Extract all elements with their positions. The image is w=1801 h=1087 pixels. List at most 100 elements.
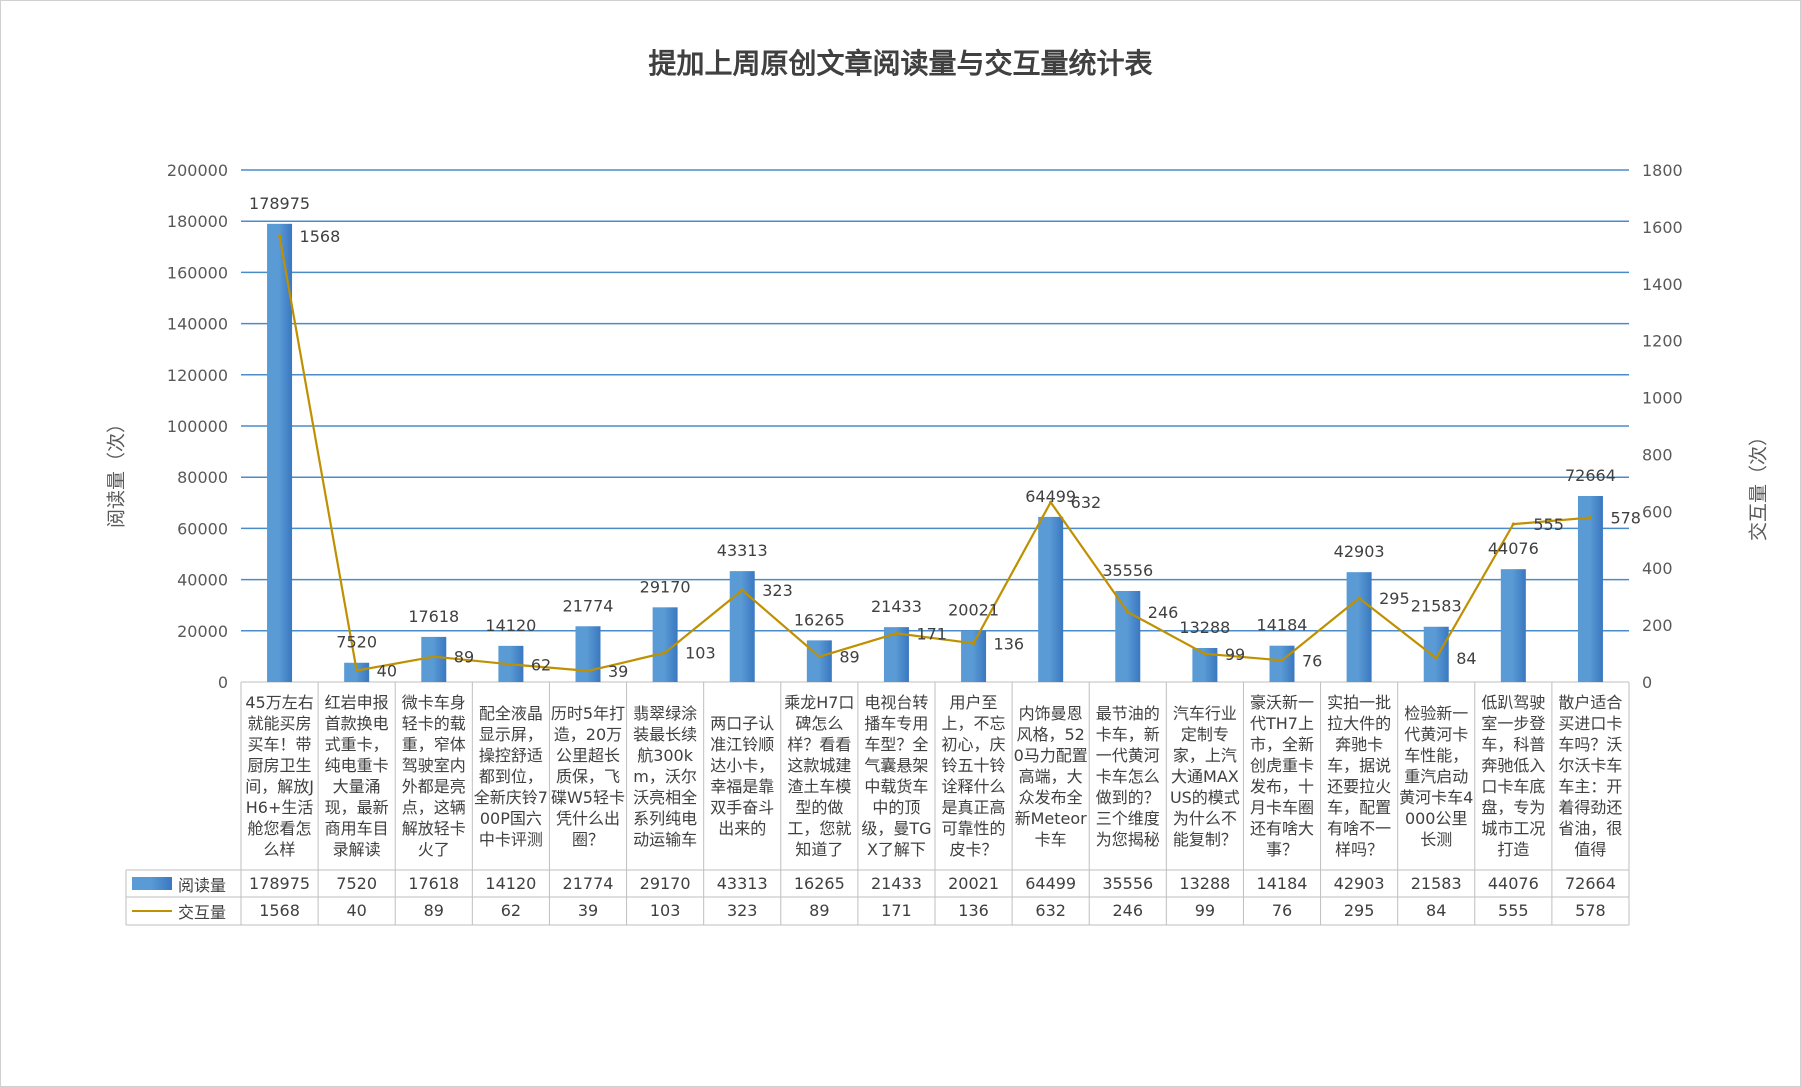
line-point-16 bbox=[1434, 656, 1438, 660]
category-label: 实拍一批拉大件的奔驰卡车，据说还要拉火车，配置有啥不一样吗？ bbox=[1327, 693, 1392, 859]
bar-label-13: 13288 bbox=[1179, 618, 1230, 637]
table-interactions-cell: 39 bbox=[577, 901, 599, 920]
bar-8 bbox=[806, 640, 832, 682]
table-interactions-cell: 76 bbox=[1271, 901, 1293, 920]
line-point-11 bbox=[1049, 500, 1053, 504]
category-cell: 微卡车身轻卡的载重，窄体驾驶室内外都是亮点，这辆解放轻卡火了 bbox=[395, 683, 472, 869]
category-cell: 低趴驾驶室一步登车，科普奔驰低入口卡车底盘，专为城市工况打造 bbox=[1475, 683, 1552, 869]
category-cell: 用户至上，不忘初心，庆铃五十铃诠释什么是真正高可靠性的皮卡？ bbox=[935, 683, 1012, 869]
table-interactions-cell: 246 bbox=[1112, 901, 1144, 920]
left-tick-label: 60000 bbox=[177, 519, 228, 538]
line-point-4 bbox=[509, 662, 513, 666]
line-point-12 bbox=[1126, 610, 1130, 614]
left-tick-label: 0 bbox=[218, 673, 228, 692]
table-reads-cell: 178975 bbox=[249, 874, 311, 893]
category-label: 低趴驾驶室一步登车，科普奔驰低入口卡车底盘，专为城市工况打造 bbox=[1481, 693, 1546, 859]
category-cell: 电视台转播车专用车型？全气囊悬架中载货车中的顶级，曼TGX了解下 bbox=[858, 683, 935, 869]
category-cell: 检验新一代黄河卡车性能，重汽启动黄河卡车4000公里长测 bbox=[1398, 683, 1475, 869]
bar-label-5: 21774 bbox=[563, 596, 614, 615]
table-reads-cell: 16265 bbox=[793, 874, 845, 893]
right-tick-label: 1000 bbox=[1642, 389, 1683, 408]
line-label-18: 578 bbox=[1610, 509, 1641, 528]
category-cell: 实拍一批拉大件的奔驰卡车，据说还要拉火车，配置有啥不一样吗？ bbox=[1321, 683, 1398, 869]
bar-5 bbox=[575, 626, 601, 682]
right-tick-label: 1200 bbox=[1642, 332, 1683, 351]
table-reads-cell: 42903 bbox=[1333, 874, 1385, 893]
right-tick-label: 0 bbox=[1642, 673, 1652, 692]
line-label-5: 39 bbox=[608, 662, 628, 681]
category-cell: 历时5年打造，20万公里超长质保，飞碟W5轻卡凭什么出圈？ bbox=[549, 683, 626, 869]
table-interactions-cell: 1568 bbox=[259, 901, 300, 920]
line-label-9: 171 bbox=[916, 624, 947, 643]
line-label-15: 295 bbox=[1379, 589, 1410, 608]
gridlines bbox=[241, 169, 1629, 632]
bar-11 bbox=[1038, 516, 1064, 682]
table-interactions-cell: 40 bbox=[346, 901, 367, 920]
category-label: 微卡车身轻卡的载重，窄体驾驶室内外都是亮点，这辆解放轻卡火了 bbox=[401, 693, 466, 859]
left-tick-label: 180000 bbox=[167, 212, 228, 231]
table-reads-cell: 35556 bbox=[1102, 874, 1154, 893]
bar-label-9: 21433 bbox=[871, 597, 922, 616]
table-reads-cell: 21774 bbox=[562, 874, 614, 893]
bar-label-11: 64499 bbox=[1025, 487, 1076, 506]
interactions-line-series bbox=[277, 234, 1593, 673]
data-table-grid bbox=[125, 681, 1630, 926]
line-point-8 bbox=[817, 655, 821, 659]
table-interactions-cell: 136 bbox=[958, 901, 989, 920]
category-label: 检验新一代黄河卡车性能，重汽启动黄河卡车4000公里长测 bbox=[1399, 703, 1474, 849]
line-label-12: 246 bbox=[1148, 603, 1179, 622]
bar-12 bbox=[1115, 590, 1141, 682]
bar-3 bbox=[421, 636, 447, 682]
bar-label-2: 7520 bbox=[336, 633, 377, 652]
table-interactions-cell: 84 bbox=[1426, 901, 1447, 920]
category-cell: 45万左右就能买房买车！带厨房卫生间，解放JH6+生活舱您看怎么样 bbox=[241, 683, 318, 869]
category-cell: 最节油的卡车，新一代黄河卡车怎么做到的？三个维度为您揭秘 bbox=[1089, 683, 1166, 869]
bar-10 bbox=[961, 630, 987, 682]
table-interactions-cell: 295 bbox=[1343, 901, 1375, 920]
line-point-15 bbox=[1357, 596, 1361, 600]
line-point-1 bbox=[277, 234, 282, 238]
table-interactions-cell: 632 bbox=[1035, 901, 1066, 920]
right-tick-label: 1600 bbox=[1642, 218, 1683, 237]
category-cell: 汽车行业定制专家，上汽大通MAXUS的模式为什么不能复制？ bbox=[1166, 683, 1243, 869]
legend-key-reads bbox=[132, 877, 172, 890]
table-reads-cell: 44076 bbox=[1487, 874, 1539, 893]
left-tick-label: 20000 bbox=[177, 622, 228, 641]
category-cell: 配全液晶显示屏，操控舒适都到位，全新庆铃700P国六中卡评测 bbox=[472, 683, 549, 869]
line-point-13 bbox=[1203, 652, 1207, 656]
category-cell: 两口子认准江铃顺达小卡，幸福是靠双手奋斗出来的 bbox=[704, 683, 781, 869]
reads-bars bbox=[267, 223, 1603, 682]
table-reads-cell: 72664 bbox=[1564, 874, 1616, 893]
line-point-14 bbox=[1280, 658, 1284, 662]
table-reads-cell: 14120 bbox=[485, 874, 537, 893]
category-cell: 翡翠绿涂装最长续航300km，沃尔沃亮相全系列纯电动运输车 bbox=[627, 683, 704, 869]
bar-17 bbox=[1500, 569, 1526, 682]
bar-1 bbox=[267, 223, 293, 682]
category-label: 电视台转播车专用车型？全气囊悬架中载货车中的顶级，曼TGX了解下 bbox=[861, 693, 932, 859]
legend-interactions: 交互量 bbox=[126, 897, 241, 924]
table-reads-cell: 14184 bbox=[1256, 874, 1308, 893]
left-tick-label: 80000 bbox=[177, 468, 228, 487]
bar-label-16: 21583 bbox=[1411, 597, 1462, 616]
category-cell: 红岩申报首款换电式重卡，纯电重卡大量涌现，最新商用车目录解读 bbox=[318, 683, 395, 869]
bar-2 bbox=[344, 662, 370, 682]
bar-7 bbox=[729, 571, 755, 682]
table-interactions-cell: 89 bbox=[423, 901, 444, 920]
bar-18 bbox=[1577, 495, 1603, 682]
category-cell: 散户适合买进口卡车吗？沃尔沃卡车车主：开着得劲还省油，很值得 bbox=[1552, 683, 1629, 869]
bar-label-17: 44076 bbox=[1488, 539, 1539, 558]
chart-title: 提加上周原创文章阅读量与交互量统计表 bbox=[648, 47, 1153, 80]
line-point-6 bbox=[663, 651, 667, 655]
line-label-17: 555 bbox=[1533, 515, 1564, 534]
line-point-10 bbox=[971, 641, 976, 645]
line-label-13: 99 bbox=[1225, 645, 1245, 664]
bar-label-10: 20021 bbox=[948, 601, 999, 620]
bar-15 bbox=[1346, 572, 1372, 682]
category-label: 汽车行业定制专家，上汽大通MAXUS的模式为什么不能复制？ bbox=[1169, 703, 1240, 849]
interaction-line bbox=[278, 235, 1591, 673]
bar-label-4: 14120 bbox=[485, 616, 536, 635]
category-label: 内饰曼恩风格，520马力配置高端，大众发布全新Meteor卡车 bbox=[1013, 703, 1088, 849]
line-label-8: 89 bbox=[839, 648, 859, 667]
right-tick-label: 600 bbox=[1642, 502, 1673, 521]
category-cell: 内饰曼恩风格，520马力配置高端，大众发布全新Meteor卡车 bbox=[1012, 683, 1089, 869]
